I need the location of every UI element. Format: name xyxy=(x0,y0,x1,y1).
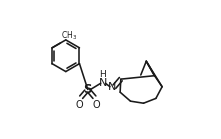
Text: S: S xyxy=(84,83,92,96)
Text: O: O xyxy=(93,100,101,110)
Text: CH$_3$: CH$_3$ xyxy=(61,30,77,42)
Text: H: H xyxy=(99,70,106,79)
Text: N: N xyxy=(108,82,116,92)
Text: O: O xyxy=(75,100,83,110)
Text: N: N xyxy=(99,78,107,88)
